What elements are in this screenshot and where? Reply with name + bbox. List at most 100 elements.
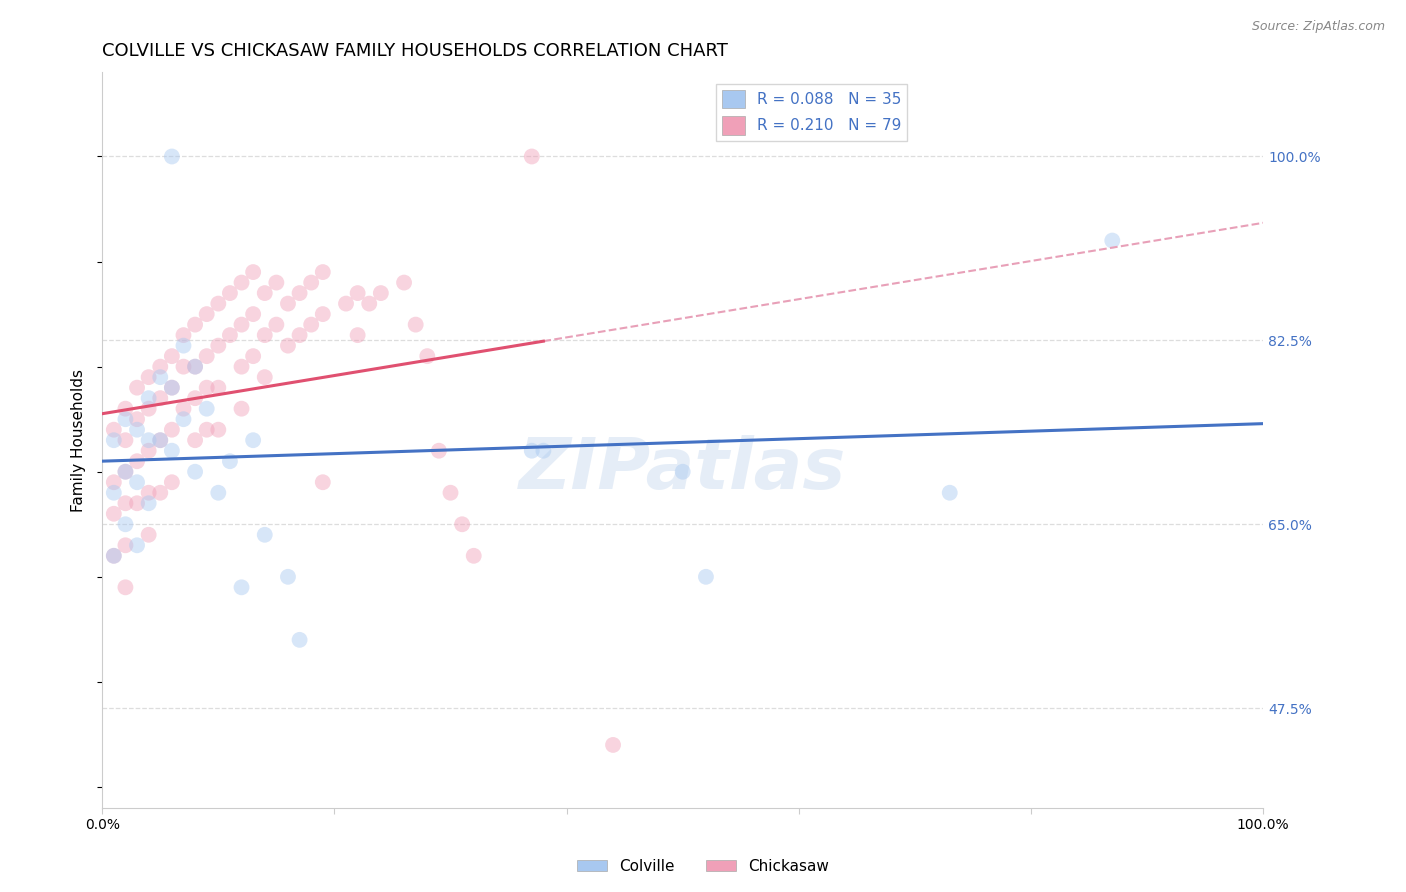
Point: [114, 434, 136, 448]
Point: [125, 423, 148, 437]
Point: [416, 349, 439, 363]
Point: [312, 307, 335, 321]
Point: [160, 349, 183, 363]
Point: [138, 496, 160, 510]
Point: [312, 475, 335, 490]
Point: [195, 401, 218, 416]
Point: [103, 423, 125, 437]
Point: [520, 149, 543, 163]
Point: [160, 443, 183, 458]
Point: [253, 286, 276, 301]
Point: [103, 485, 125, 500]
Point: [184, 359, 207, 374]
Point: [938, 485, 960, 500]
Point: [231, 276, 253, 290]
Point: [114, 580, 136, 594]
Point: [312, 265, 335, 279]
Point: [184, 391, 207, 405]
Point: [370, 286, 392, 301]
Point: [207, 485, 229, 500]
Point: [149, 434, 172, 448]
Point: [114, 517, 136, 532]
Point: [125, 496, 148, 510]
Point: [160, 149, 183, 163]
Legend: Colville, Chickasaw: Colville, Chickasaw: [571, 853, 835, 880]
Point: [277, 570, 299, 584]
Point: [520, 443, 543, 458]
Point: [346, 286, 368, 301]
Point: [277, 338, 299, 352]
Point: [184, 465, 207, 479]
Point: [231, 318, 253, 332]
Point: [207, 381, 229, 395]
Point: [405, 318, 427, 332]
Point: [125, 538, 148, 552]
Point: [231, 580, 253, 594]
Point: [172, 328, 194, 343]
Point: [138, 391, 160, 405]
Point: [184, 318, 207, 332]
Point: [172, 401, 194, 416]
Text: COLVILLE VS CHICKASAW FAMILY HOUSEHOLDS CORRELATION CHART: COLVILLE VS CHICKASAW FAMILY HOUSEHOLDS …: [103, 42, 728, 60]
Point: [207, 423, 229, 437]
Point: [219, 328, 242, 343]
Point: [266, 318, 288, 332]
Point: [288, 328, 311, 343]
Point: [103, 434, 125, 448]
Point: [288, 632, 311, 647]
Point: [602, 738, 624, 752]
Point: [138, 485, 160, 500]
Y-axis label: Family Households: Family Households: [72, 368, 86, 512]
Point: [125, 454, 148, 468]
Point: [231, 401, 253, 416]
Point: [172, 412, 194, 426]
Point: [184, 359, 207, 374]
Point: [125, 412, 148, 426]
Point: [103, 549, 125, 563]
Point: [531, 443, 554, 458]
Point: [207, 338, 229, 352]
Point: [184, 434, 207, 448]
Point: [114, 538, 136, 552]
Point: [1101, 234, 1123, 248]
Point: [138, 434, 160, 448]
Point: [231, 359, 253, 374]
Point: [207, 296, 229, 310]
Point: [253, 528, 276, 542]
Point: [335, 296, 357, 310]
Text: Source: ZipAtlas.com: Source: ZipAtlas.com: [1251, 20, 1385, 33]
Point: [160, 381, 183, 395]
Point: [299, 318, 322, 332]
Point: [427, 443, 450, 458]
Point: [125, 475, 148, 490]
Point: [103, 475, 125, 490]
Point: [149, 370, 172, 384]
Point: [672, 465, 695, 479]
Point: [219, 286, 242, 301]
Point: [114, 496, 136, 510]
Point: [160, 423, 183, 437]
Point: [160, 475, 183, 490]
Point: [253, 370, 276, 384]
Point: [138, 443, 160, 458]
Text: ZIPatlas: ZIPatlas: [519, 435, 846, 504]
Point: [138, 370, 160, 384]
Point: [114, 465, 136, 479]
Point: [114, 401, 136, 416]
Point: [242, 349, 264, 363]
Point: [138, 528, 160, 542]
Point: [695, 570, 717, 584]
Point: [242, 434, 264, 448]
Point: [149, 434, 172, 448]
Point: [125, 381, 148, 395]
Point: [195, 307, 218, 321]
Point: [172, 359, 194, 374]
Point: [346, 328, 368, 343]
Point: [219, 454, 242, 468]
Point: [114, 412, 136, 426]
Point: [149, 391, 172, 405]
Point: [242, 265, 264, 279]
Point: [451, 517, 474, 532]
Point: [463, 549, 485, 563]
Point: [114, 465, 136, 479]
